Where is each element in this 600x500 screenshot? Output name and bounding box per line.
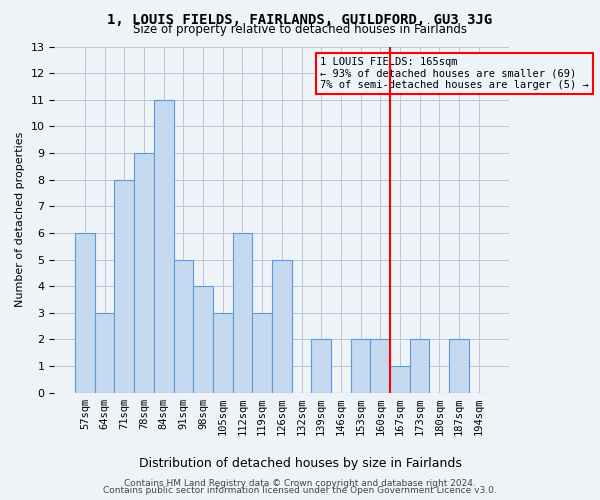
Y-axis label: Number of detached properties: Number of detached properties	[15, 132, 25, 308]
Bar	[272, 260, 292, 392]
Bar	[75, 233, 95, 392]
Bar	[95, 313, 115, 392]
Bar	[410, 340, 430, 392]
Bar	[193, 286, 213, 393]
Bar	[370, 340, 390, 392]
Bar	[252, 313, 272, 392]
Bar	[115, 180, 134, 392]
Text: Distribution of detached houses by size in Fairlands: Distribution of detached houses by size …	[139, 458, 461, 470]
Text: Contains HM Land Registry data © Crown copyright and database right 2024.: Contains HM Land Registry data © Crown c…	[124, 478, 476, 488]
Bar	[154, 100, 173, 392]
Bar	[233, 233, 252, 392]
Bar	[351, 340, 370, 392]
Text: 1 LOUIS FIELDS: 165sqm
← 93% of detached houses are smaller (69)
7% of semi-deta: 1 LOUIS FIELDS: 165sqm ← 93% of detached…	[320, 57, 589, 90]
Text: Size of property relative to detached houses in Fairlands: Size of property relative to detached ho…	[133, 24, 467, 36]
Bar	[213, 313, 233, 392]
Bar	[311, 340, 331, 392]
Text: 1, LOUIS FIELDS, FAIRLANDS, GUILDFORD, GU3 3JG: 1, LOUIS FIELDS, FAIRLANDS, GUILDFORD, G…	[107, 12, 493, 26]
Bar	[173, 260, 193, 392]
Bar	[390, 366, 410, 392]
Bar	[449, 340, 469, 392]
Text: Contains public sector information licensed under the Open Government Licence v3: Contains public sector information licen…	[103, 486, 497, 495]
Bar	[134, 153, 154, 392]
